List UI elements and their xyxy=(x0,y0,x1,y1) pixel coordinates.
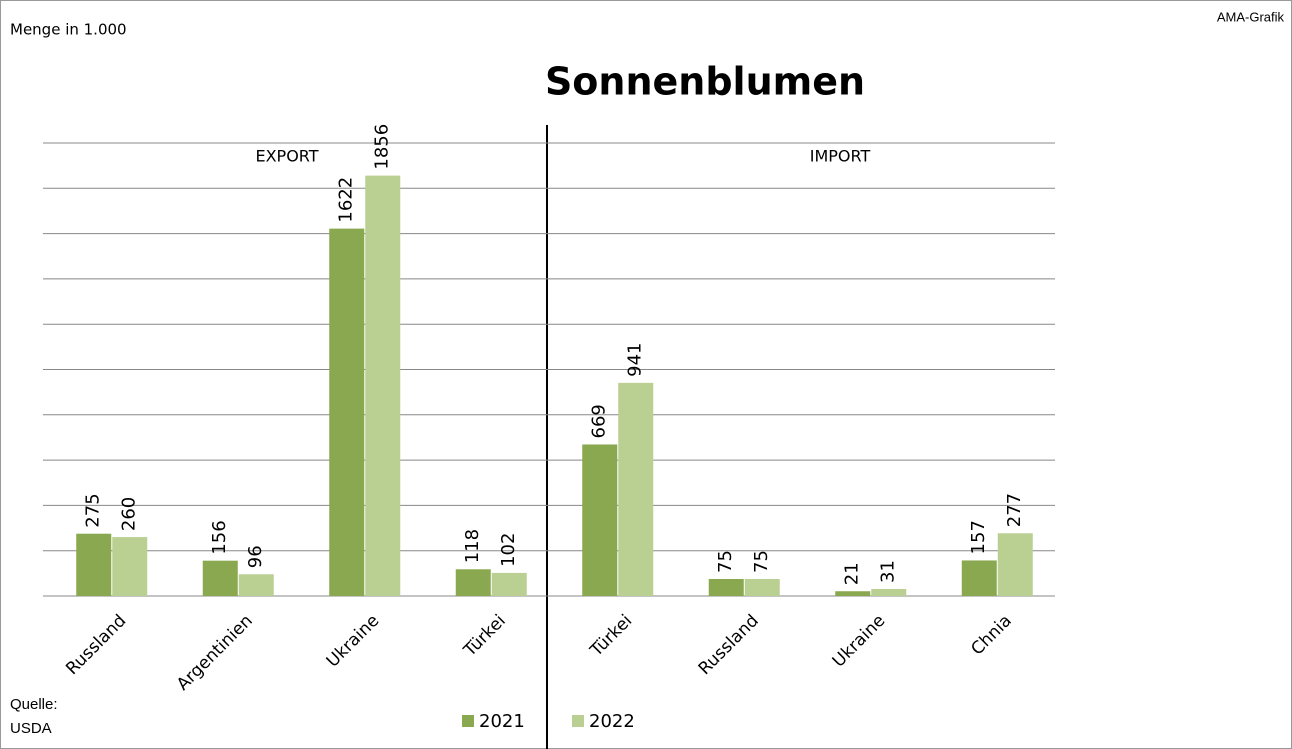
bar xyxy=(835,591,871,596)
value-label: 277 xyxy=(1004,493,1025,527)
value-label: 96 xyxy=(245,545,266,568)
value-label: 260 xyxy=(119,497,140,531)
bar xyxy=(112,537,148,596)
legend-swatch xyxy=(572,715,584,727)
section-label: IMPORT xyxy=(810,147,871,166)
value-label: 118 xyxy=(462,529,483,563)
value-label: 941 xyxy=(625,343,646,377)
value-label: 1622 xyxy=(336,177,357,223)
bar xyxy=(582,444,618,596)
bar xyxy=(238,574,274,596)
bar xyxy=(618,382,654,596)
brand: AMA-Grafik xyxy=(1217,9,1285,24)
value-label: 31 xyxy=(878,560,899,583)
source: Quelle: xyxy=(10,696,58,713)
value-label: 157 xyxy=(968,520,989,554)
bar xyxy=(997,533,1033,596)
bar xyxy=(76,533,112,596)
value-label: 156 xyxy=(209,520,230,554)
legend-label: 2021 xyxy=(479,711,525,732)
value-label: 669 xyxy=(589,404,610,438)
bar xyxy=(329,228,365,596)
bar xyxy=(961,560,997,596)
value-label: 21 xyxy=(842,562,863,585)
bar xyxy=(455,569,491,596)
legend-swatch xyxy=(462,715,474,727)
value-label: 75 xyxy=(715,550,736,573)
chart-title: Sonnenblumen xyxy=(545,60,865,104)
legend-label: 2022 xyxy=(589,711,635,732)
bar xyxy=(365,175,401,596)
value-label: 102 xyxy=(498,533,519,567)
section-label: EXPORT xyxy=(255,147,318,166)
bar xyxy=(871,588,907,596)
value-label: 275 xyxy=(83,493,104,527)
source: USDA xyxy=(10,720,52,737)
value-label: 75 xyxy=(751,550,772,573)
bar xyxy=(708,579,744,596)
bar xyxy=(202,560,238,596)
bar xyxy=(491,572,527,596)
bar xyxy=(744,579,780,596)
value-label: 1856 xyxy=(372,124,393,170)
unit-label: Menge in 1.000 xyxy=(10,21,127,39)
